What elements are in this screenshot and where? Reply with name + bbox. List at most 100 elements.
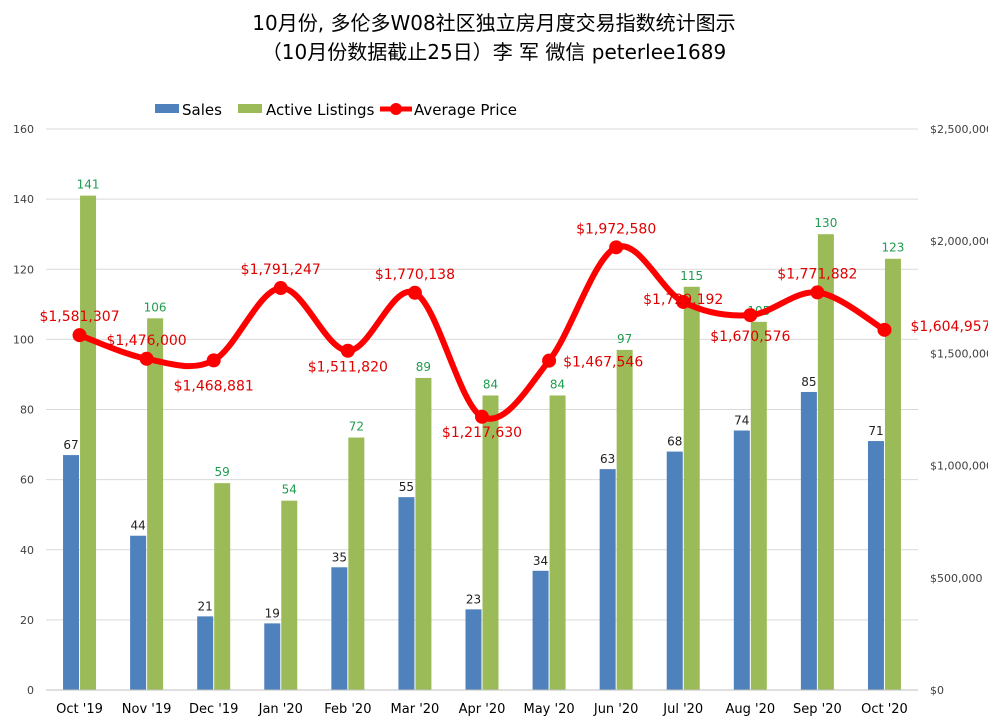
legend-swatch-listings — [238, 104, 262, 113]
y-left-tick-label: 100 — [13, 333, 34, 346]
data-label-listings: 141 — [77, 178, 100, 192]
price-point — [273, 281, 288, 296]
y-left-tick-label: 20 — [20, 614, 34, 627]
data-label-price: $1,670,576 — [710, 329, 790, 345]
data-label-price: $1,604,957 — [910, 319, 988, 335]
price-line: $1,581,307 $1,476,000 $1,468,881 $1,791,247… — [39, 221, 988, 440]
bar-sales — [264, 623, 281, 690]
price-point — [676, 294, 691, 309]
data-label-listings: 89 — [416, 360, 431, 374]
price-point — [542, 353, 557, 368]
data-label-price: $1,476,000 — [107, 333, 187, 349]
data-label-sales: 74 — [734, 414, 749, 428]
data-label-sales: 44 — [130, 519, 145, 533]
legend-marker-price — [390, 103, 402, 115]
bar-sales — [331, 567, 348, 690]
bar-sales — [666, 451, 683, 690]
x-tick-label: Jan '20 — [258, 702, 303, 717]
data-label-price: $1,972,580 — [576, 221, 656, 237]
data-label-price: $1,791,247 — [241, 262, 321, 278]
bar-active-listings — [549, 395, 566, 690]
data-label-listings: 97 — [617, 332, 632, 346]
y-right-tick-label: $2,000,000 — [930, 235, 988, 248]
y-left-tick-label: 120 — [13, 263, 34, 276]
x-tick-label: Aug '20 — [725, 702, 775, 717]
price-point — [72, 328, 87, 343]
y-right-tick-label: $500,000 — [930, 572, 983, 585]
bar-active-listings — [147, 318, 164, 690]
data-label-sales: 55 — [399, 480, 414, 494]
bar-sales — [800, 391, 817, 690]
data-label-price: $1,770,138 — [375, 267, 455, 283]
bar-sales — [532, 570, 549, 690]
legend-label-sales: Sales — [182, 101, 222, 119]
price-point — [877, 322, 892, 337]
data-label-sales: 19 — [265, 606, 280, 620]
price-point — [609, 240, 624, 255]
price-point — [340, 343, 355, 358]
y-axis-left: 0 20 40 60 80 100 120 140 160 — [13, 123, 34, 697]
legend: Sales Active Listings Average Price — [155, 101, 517, 119]
legend-label-listings: Active Listings — [266, 101, 375, 119]
y-right-tick-label: $2,500,000 — [930, 123, 988, 136]
bar-active-listings — [616, 349, 633, 690]
data-label-sales: 34 — [533, 554, 548, 568]
bar-sales — [398, 497, 415, 690]
x-tick-label: Oct '20 — [861, 702, 908, 717]
bar-active-listings — [281, 500, 298, 690]
price-point — [743, 308, 758, 323]
y-left-tick-label: 160 — [13, 123, 34, 136]
data-label-listings: 130 — [814, 216, 837, 230]
data-label-price: $1,468,881 — [174, 378, 254, 394]
data-label-listings: 123 — [882, 241, 905, 255]
data-label-sales: 67 — [63, 438, 78, 452]
data-label-sales: 21 — [198, 599, 213, 613]
price-point — [810, 285, 825, 300]
bar-active-listings — [884, 258, 901, 690]
x-tick-label: Nov '19 — [122, 702, 172, 717]
chart-title: 10月份, 多伦多W08社区独立房月度交易指数统计图示 — [252, 11, 735, 35]
bars: 67 141 44 106 21 59 19 54 35 72 55 89 23 84 34 84 63 97 68… — [63, 178, 904, 690]
data-label-listings: 115 — [680, 269, 703, 283]
bar-active-listings — [482, 395, 499, 690]
data-label-listings: 72 — [349, 420, 364, 434]
y-right-tick-label: $0 — [930, 684, 944, 697]
data-label-price: $1,729,192 — [643, 292, 723, 308]
y-right-tick-label: $1,500,000 — [930, 347, 988, 360]
bar-active-listings — [348, 437, 365, 690]
bar-active-listings — [750, 321, 767, 690]
bar-sales — [733, 430, 750, 690]
x-axis: Oct '19 Nov '19 Dec '19 Jan '20 Feb '20 Mar '… — [46, 689, 918, 717]
price-point — [407, 285, 422, 300]
bar-active-listings — [817, 234, 834, 690]
x-tick-label: Dec '19 — [189, 702, 238, 717]
y-left-tick-label: 40 — [20, 544, 34, 557]
bar-active-listings — [683, 286, 700, 690]
bar-sales — [465, 609, 482, 690]
bar-active-listings — [214, 483, 231, 690]
x-tick-label: Jul '20 — [662, 702, 703, 717]
x-tick-label: Oct '19 — [56, 702, 103, 717]
bar-active-listings — [415, 377, 432, 690]
bar-sales — [197, 616, 214, 690]
y-left-tick-label: 60 — [20, 474, 34, 487]
x-tick-label: Sep '20 — [793, 702, 842, 717]
data-label-sales: 35 — [332, 550, 347, 564]
data-label-price: $1,511,820 — [308, 360, 388, 376]
y-right-tick-label: $1,000,000 — [930, 460, 988, 473]
bar-active-listings — [80, 195, 97, 690]
data-label-price: $1,217,630 — [442, 425, 522, 441]
gridlines — [46, 128, 918, 691]
data-label-sales: 68 — [667, 435, 682, 449]
y-left-tick-label: 140 — [13, 193, 34, 206]
data-label-listings: 54 — [282, 483, 297, 497]
data-label-listings: 106 — [144, 300, 167, 314]
legend-label-price: Average Price — [414, 101, 517, 119]
bar-sales — [63, 455, 80, 690]
data-label-price: $1,581,307 — [39, 309, 119, 325]
legend-swatch-sales — [155, 104, 179, 113]
x-tick-label: Jun '20 — [593, 702, 639, 717]
y-left-tick-label: 80 — [20, 404, 34, 417]
x-tick-label: Apr '20 — [459, 702, 506, 717]
data-label-sales: 63 — [600, 452, 615, 466]
